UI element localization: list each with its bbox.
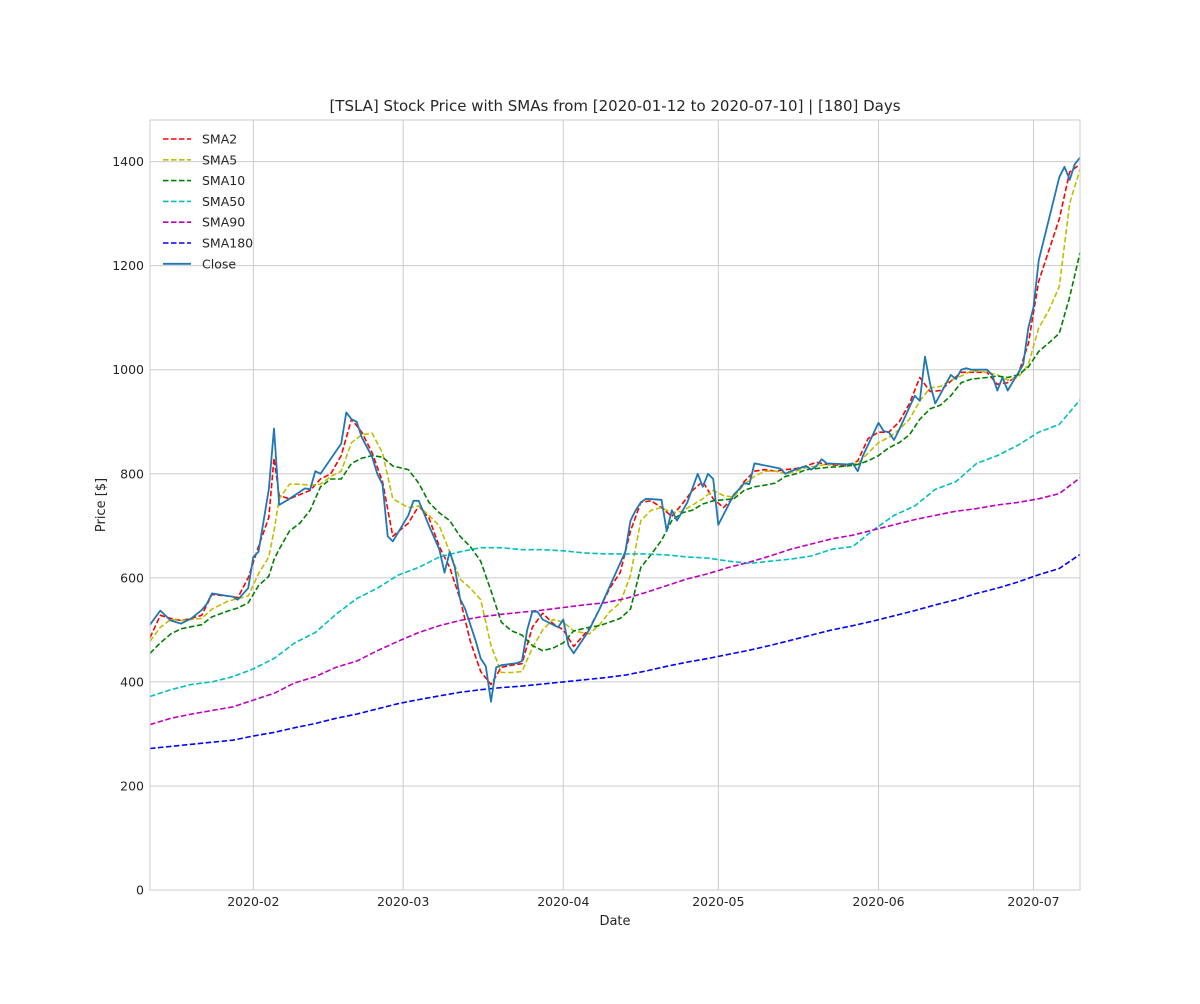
y-tick-label: 1000 xyxy=(112,362,144,377)
y-axis-title: Price [$] xyxy=(94,478,109,532)
x-tick-label: 2020-02 xyxy=(227,894,279,909)
series-line-sma90 xyxy=(149,477,1081,726)
x-tick-label: 2020-05 xyxy=(692,894,744,909)
legend-label-sma2: SMA2 xyxy=(202,132,237,147)
y-tick-label: 1200 xyxy=(112,258,144,273)
x-tick-label: 2020-06 xyxy=(852,894,904,909)
legend-label-sma90: SMA90 xyxy=(202,215,245,230)
tick-labels: 0 200 400 600 800 1000 1200 1400 2020-02 2020-03 2… xyxy=(112,154,1059,909)
grid-lines xyxy=(150,120,1080,891)
legend-label-sma180: SMA180 xyxy=(202,236,253,251)
y-tick-label: 0 xyxy=(136,883,144,898)
legend-label-sma10: SMA10 xyxy=(202,173,245,188)
legend: SMA2 SMA5 SMA10 SMA50 SMA90 SMA180 Close xyxy=(163,132,253,271)
y-tick-label: 600 xyxy=(120,570,144,585)
series-line-close xyxy=(149,156,1081,703)
chart-title: [TSLA] Stock Price with SMAs from [2020-… xyxy=(329,97,900,115)
y-tick-label: 800 xyxy=(120,466,144,481)
y-tick-label: 1400 xyxy=(112,154,144,169)
legend-label-close: Close xyxy=(202,256,236,271)
series-line-sma180 xyxy=(149,553,1081,750)
plot-frame xyxy=(149,119,1081,891)
legend-label-sma5: SMA5 xyxy=(202,152,237,167)
x-tick-label: 2020-03 xyxy=(377,894,429,909)
series-lines xyxy=(149,156,1081,750)
series-line-sma10 xyxy=(149,252,1081,654)
x-tick-label: 2020-07 xyxy=(1007,894,1059,909)
y-tick-label: 200 xyxy=(120,778,144,793)
legend-label-sma50: SMA50 xyxy=(202,194,245,209)
y-tick-label: 400 xyxy=(120,674,144,689)
x-tick-label: 2020-04 xyxy=(537,894,589,909)
series-line-sma5 xyxy=(149,169,1081,674)
x-axis-title: Date xyxy=(599,914,630,929)
